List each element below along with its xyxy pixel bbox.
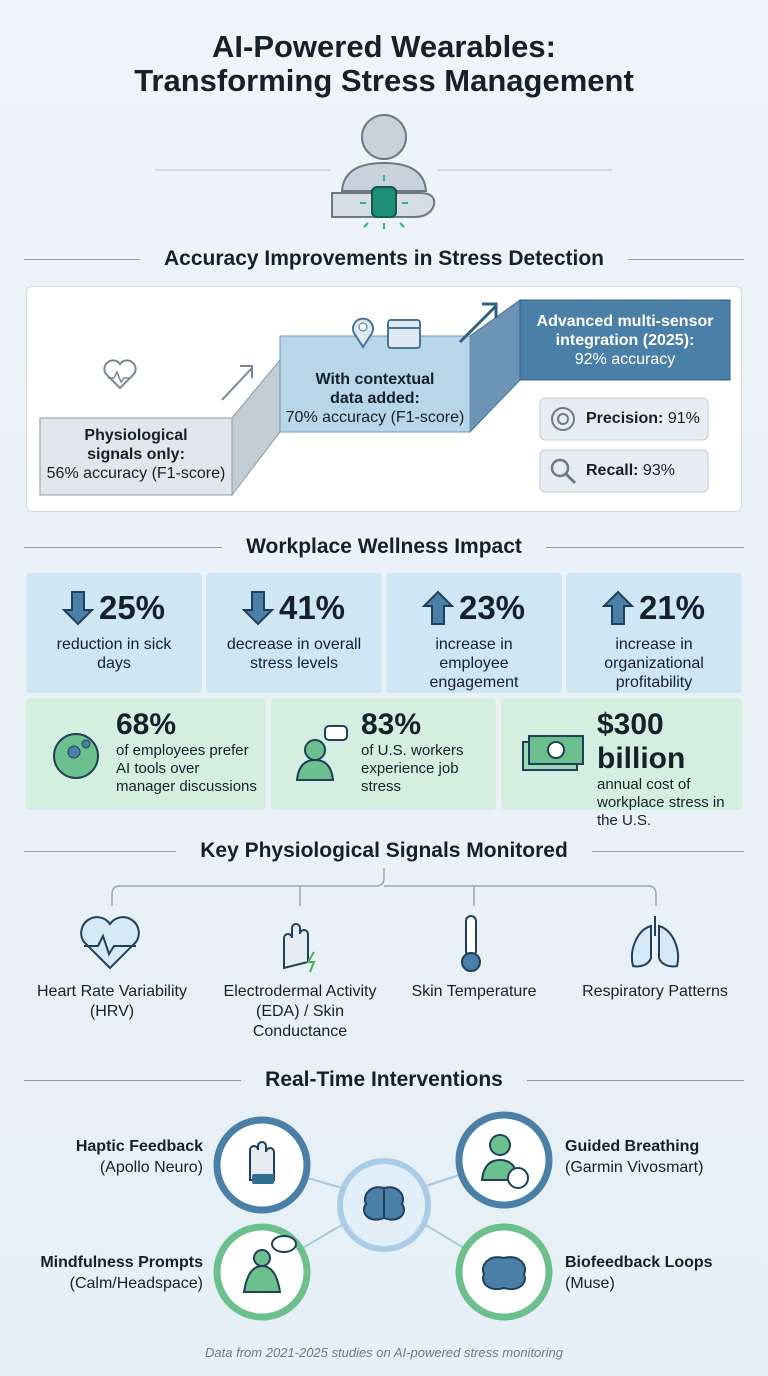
trend-arrow	[61, 591, 95, 626]
trend-arrow	[241, 591, 275, 626]
intervention-source: (Muse)	[565, 1275, 615, 1292]
stat-card: 21% increase in organizational profitabil…	[566, 573, 742, 693]
stat-card: 23% increase in employee engagement	[386, 573, 562, 693]
section-title: Accuracy Improvements in Stress Detectio…	[164, 247, 604, 270]
stat-card: 41% decrease in overall stress levels	[206, 573, 382, 693]
fact-card: 83% of U.S. workers experience job stress	[271, 698, 496, 810]
fact-icon	[522, 735, 584, 771]
section-title: Workplace Wellness Impact	[246, 535, 522, 558]
stat-value: 25%	[98, 589, 166, 626]
signal-icon	[631, 916, 679, 968]
signal-label: Heart Rate Variability (HRV)	[37, 983, 187, 1020]
stat-head: 41%	[206, 589, 382, 627]
signal-label: Skin Temperature	[411, 983, 537, 1000]
signal-bracket	[111, 868, 657, 906]
signal-icon	[283, 923, 316, 973]
signal-icon	[80, 916, 140, 970]
trend-arrow	[601, 590, 635, 625]
intervention: Mindfulness Prompts (Calm/Headspace)	[40, 1252, 203, 1294]
metric-value: 93%	[642, 462, 675, 479]
section-header: Workplace Wellness Impact	[0, 532, 768, 562]
section-title: Key Physiological Signals Monitored	[200, 839, 568, 862]
stat-head: 21%	[566, 589, 742, 627]
fact-text: of employees prefer AI tools over manage…	[116, 742, 257, 795]
stat-value: 23%	[458, 589, 526, 626]
intervention-source: (Calm/Headspace)	[69, 1275, 203, 1292]
metric: Precision: 91%	[586, 410, 700, 428]
step-title: Physiological signals only:	[84, 427, 188, 463]
section-header: Real-Time Interventions	[0, 1065, 768, 1095]
step-detail: 56% accuracy (F1-score)	[46, 465, 226, 482]
stat-head: 25%	[26, 589, 202, 627]
trend-arrow	[421, 590, 455, 625]
stat-head: 23%	[386, 589, 562, 627]
section-title: Real-Time Interventions	[265, 1068, 503, 1091]
metric-value: 91%	[667, 410, 700, 427]
fact-value: $300 billion	[597, 708, 686, 775]
footer-note: Data from 2021-2025 studies on AI-powere…	[205, 1345, 563, 1360]
intervention-name: Mindfulness Prompts	[40, 1254, 203, 1271]
intervention-name: Haptic Feedback	[75, 1138, 203, 1155]
fact-value: 83%	[361, 708, 422, 741]
arrow-shape	[241, 591, 275, 626]
accuracy-steps	[39, 299, 731, 497]
intervention-source: (Apollo Neuro)	[99, 1159, 203, 1176]
arrow-shape	[61, 591, 95, 626]
wearer-illustration	[155, 114, 612, 229]
fact-card: $300 billion annual cost of workplace str…	[501, 698, 742, 829]
stat-card: 25% reduction in sick days	[26, 573, 202, 693]
step-title: With contextual data added:	[315, 371, 435, 407]
stat-value: 21%	[638, 589, 706, 626]
signal-icon	[461, 915, 481, 972]
metric-label: Recall:	[586, 462, 639, 479]
intervention: Haptic Feedback (Apollo Neuro)	[76, 1136, 203, 1178]
arrow-shape	[601, 590, 635, 625]
accuracy-step: With contextual data added: 70% accuracy …	[280, 370, 470, 427]
fact-text: of U.S. workers experience job stress	[361, 742, 464, 795]
intervention: Biofeedback Loops (Muse)	[565, 1252, 713, 1294]
title-line: Transforming Stress Management	[134, 63, 634, 98]
step-detail: 70% accuracy (F1-score)	[285, 409, 465, 426]
section-header: Accuracy Improvements in Stress Detectio…	[0, 244, 768, 274]
section-header: Key Physiological Signals Monitored	[0, 836, 768, 866]
stat-text: decrease in overall stress levels	[226, 636, 362, 672]
intervention-name: Guided Breathing	[565, 1138, 700, 1155]
stat-text: increase in employee engagement	[429, 636, 519, 691]
stat-text: reduction in sick days	[56, 636, 172, 672]
intervention-source: (Garmin Vivosmart)	[565, 1159, 704, 1176]
metric-label: Precision:	[586, 410, 664, 427]
arrow-shape	[421, 590, 455, 625]
fact-text: annual cost of workplace stress in the U…	[597, 776, 725, 829]
fact-icon	[53, 733, 99, 779]
signal-label: Electrodermal Activity (EDA) / Skin Cond…	[223, 983, 377, 1040]
title-line: AI-Powered Wearables:	[212, 29, 556, 64]
intervention: Guided Breathing (Garmin Vivosmart)	[565, 1136, 703, 1178]
fact-value: 68%	[116, 708, 177, 741]
fact-card: 68% of employees prefer AI tools over man…	[26, 698, 266, 810]
metric: Recall: 93%	[586, 462, 675, 480]
signal-label: Respiratory Patterns	[582, 983, 728, 1000]
stat-value: 41%	[278, 589, 346, 626]
intervention-name: Biofeedback Loops	[565, 1254, 713, 1271]
step-title: Advanced multi-sensor integration (2025)…	[536, 313, 714, 349]
accuracy-step: Advanced multi-sensor integration (2025)…	[520, 312, 730, 369]
accuracy-step: Physiological signals only: 56% accuracy …	[40, 426, 232, 483]
fact-icon	[295, 725, 348, 781]
stat-text: increase in organizational profitability	[604, 636, 704, 691]
step-detail: 92% accuracy	[574, 351, 676, 368]
